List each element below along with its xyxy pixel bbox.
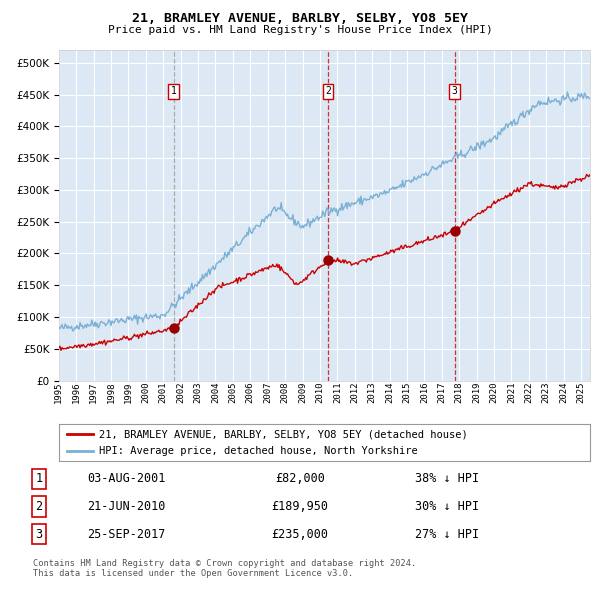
Text: 2020: 2020 (490, 382, 499, 403)
Text: £189,950: £189,950 (271, 500, 329, 513)
Text: £235,000: £235,000 (271, 527, 329, 541)
Text: Price paid vs. HM Land Registry's House Price Index (HPI): Price paid vs. HM Land Registry's House … (107, 25, 493, 35)
Text: 2002: 2002 (176, 382, 185, 403)
Text: 2022: 2022 (524, 382, 533, 403)
Text: 25-SEP-2017: 25-SEP-2017 (87, 527, 165, 541)
Text: 2024: 2024 (559, 382, 568, 403)
Text: 2008: 2008 (281, 382, 290, 403)
Text: 2004: 2004 (211, 382, 220, 403)
Text: 1999: 1999 (124, 382, 133, 403)
Text: 2001: 2001 (159, 382, 168, 403)
Text: 38% ↓ HPI: 38% ↓ HPI (415, 472, 479, 486)
Text: 3: 3 (35, 527, 43, 541)
Text: 2017: 2017 (437, 382, 446, 403)
Text: 2016: 2016 (420, 382, 429, 403)
Text: 2011: 2011 (333, 382, 342, 403)
Text: 2018: 2018 (455, 382, 464, 403)
Text: HPI: Average price, detached house, North Yorkshire: HPI: Average price, detached house, Nort… (98, 447, 418, 456)
Text: 2021: 2021 (507, 382, 516, 403)
Text: 2023: 2023 (542, 382, 551, 403)
Text: 2013: 2013 (368, 382, 377, 403)
Text: 2: 2 (325, 87, 331, 96)
Text: 2025: 2025 (577, 382, 586, 403)
Text: £82,000: £82,000 (275, 472, 325, 486)
Text: 2003: 2003 (194, 382, 203, 403)
Text: 27% ↓ HPI: 27% ↓ HPI (415, 527, 479, 541)
Text: 1: 1 (170, 87, 176, 96)
Text: 2006: 2006 (246, 382, 255, 403)
Text: 2007: 2007 (263, 382, 272, 403)
Text: 1996: 1996 (72, 382, 81, 403)
Text: 21-JUN-2010: 21-JUN-2010 (87, 500, 165, 513)
Text: 1998: 1998 (107, 382, 116, 403)
Text: 3: 3 (452, 87, 457, 96)
Text: 2009: 2009 (298, 382, 307, 403)
Text: 2005: 2005 (229, 382, 238, 403)
Text: 30% ↓ HPI: 30% ↓ HPI (415, 500, 479, 513)
Text: 2014: 2014 (385, 382, 394, 403)
Text: Contains HM Land Registry data © Crown copyright and database right 2024.
This d: Contains HM Land Registry data © Crown c… (33, 559, 416, 578)
Text: 03-AUG-2001: 03-AUG-2001 (87, 472, 165, 486)
Text: 2000: 2000 (142, 382, 151, 403)
Text: 1997: 1997 (89, 382, 98, 403)
Text: 1995: 1995 (55, 382, 64, 403)
Text: 1: 1 (35, 472, 43, 486)
Text: 2010: 2010 (316, 382, 325, 403)
Text: 21, BRAMLEY AVENUE, BARLBY, SELBY, YO8 5EY: 21, BRAMLEY AVENUE, BARLBY, SELBY, YO8 5… (132, 12, 468, 25)
Text: 2019: 2019 (472, 382, 481, 403)
Text: 2012: 2012 (350, 382, 359, 403)
Text: 2: 2 (35, 500, 43, 513)
Text: 2015: 2015 (403, 382, 412, 403)
Text: 21, BRAMLEY AVENUE, BARLBY, SELBY, YO8 5EY (detached house): 21, BRAMLEY AVENUE, BARLBY, SELBY, YO8 5… (98, 430, 467, 439)
